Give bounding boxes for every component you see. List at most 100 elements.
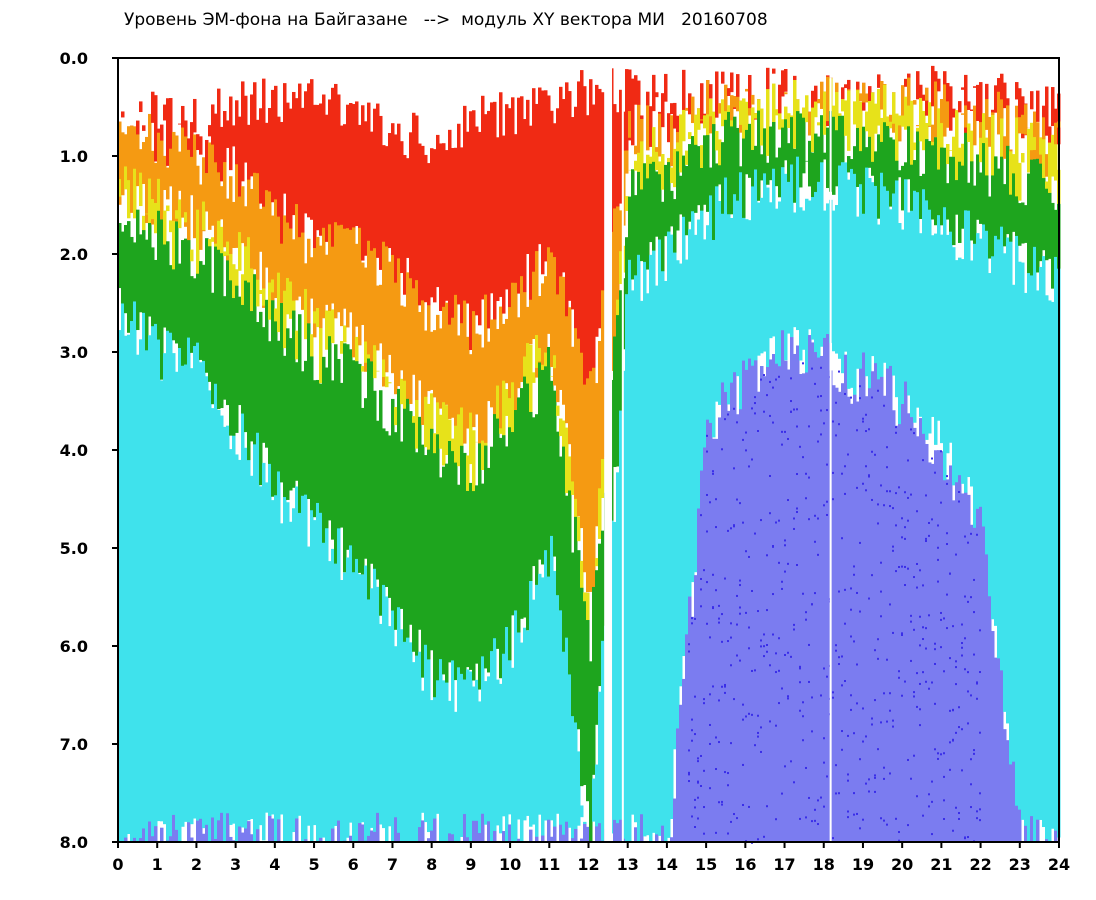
heatmap-cell [406, 272, 410, 416]
heatmap-speckle [937, 580, 939, 583]
heatmap-cell [322, 94, 326, 256]
heatmap-speckle [928, 614, 930, 617]
heatmap-speckle [712, 470, 714, 473]
heatmap-speckle [784, 539, 786, 542]
heatmap-cell [745, 88, 749, 92]
heatmap-cell [784, 119, 788, 161]
heatmap-cell [199, 184, 203, 250]
y-tick-label: 7.0 [60, 735, 88, 754]
heatmap-cell [154, 323, 158, 843]
heatmap-cell [625, 150, 629, 174]
heatmap-speckle [832, 837, 834, 840]
heatmap-cell [268, 191, 272, 316]
heatmap-speckle [883, 766, 885, 769]
heatmap-cell [655, 92, 659, 98]
heatmap-cell [286, 328, 290, 500]
heatmap-cell [148, 178, 152, 240]
heatmap-cell [925, 139, 929, 241]
heatmap-cell [892, 193, 896, 376]
heatmap-cell [688, 596, 692, 842]
heatmap-cell [220, 415, 224, 842]
heatmap-cell [934, 233, 938, 445]
heatmap-speckle [877, 657, 879, 660]
heatmap-cell [361, 824, 365, 842]
heatmap-cell [805, 95, 809, 123]
x-tick-label: 13 [617, 855, 639, 874]
heatmap-speckle [877, 389, 879, 392]
heatmap-speckle [751, 407, 753, 410]
heatmap-cell [508, 660, 512, 815]
heatmap-speckle [961, 654, 963, 657]
heatmap-cell [532, 88, 536, 284]
heatmap-cell [715, 438, 719, 842]
heatmap-speckle [832, 471, 834, 474]
heatmap-cell [565, 316, 569, 424]
heatmap-cell [1021, 153, 1025, 163]
heatmap-cell [736, 74, 740, 105]
heatmap-cell [175, 221, 179, 344]
heatmap-cell [562, 276, 566, 405]
heatmap-cell [295, 362, 299, 481]
heatmap-cell [289, 281, 293, 319]
heatmap-speckle [775, 652, 777, 655]
heatmap-speckle [967, 722, 969, 725]
heatmap-cell [778, 147, 782, 198]
heatmap-cell [163, 244, 167, 328]
x-tick-label: 21 [930, 855, 952, 874]
heatmap-cell [724, 119, 728, 190]
heatmap-cell [826, 127, 830, 189]
heatmap-cell [643, 163, 647, 293]
heatmap-speckle [889, 692, 891, 695]
heatmap-cell [292, 91, 296, 216]
heatmap-speckle [736, 498, 738, 501]
heatmap-cell [580, 560, 584, 594]
heatmap-speckle [979, 808, 981, 811]
heatmap-cell [328, 561, 332, 842]
heatmap-cell [451, 660, 455, 842]
heatmap-cell [556, 595, 560, 814]
heatmap-cell [316, 502, 320, 842]
heatmap-cell [991, 175, 995, 279]
heatmap-cell [145, 350, 149, 842]
heatmap-speckle [901, 565, 903, 568]
heatmap-cell [565, 821, 569, 842]
heatmap-cell [799, 374, 803, 842]
heatmap-cell [319, 328, 323, 384]
heatmap-cell [661, 271, 665, 843]
heatmap-cell [712, 239, 716, 438]
heatmap-cell [853, 394, 857, 842]
heatmap-cell [640, 118, 644, 157]
heatmap-cell [958, 161, 962, 243]
heatmap-cell [529, 411, 533, 590]
heatmap-cell [142, 828, 146, 842]
heatmap-cell [904, 381, 908, 842]
heatmap-cell [553, 123, 557, 281]
heatmap-cell [952, 500, 956, 842]
heatmap-speckle [814, 819, 816, 822]
heatmap-cell [862, 82, 866, 103]
heatmap-cell [298, 83, 302, 243]
x-tick-label: 22 [969, 855, 991, 874]
heatmap-cell [313, 248, 317, 338]
heatmap-cell [508, 398, 512, 452]
heatmap-speckle [808, 518, 810, 521]
heatmap-speckle [934, 471, 936, 474]
heatmap-speckle [748, 712, 750, 715]
heatmap-cell [814, 101, 818, 118]
heatmap-cell [271, 300, 275, 497]
heatmap-cell [784, 69, 788, 92]
heatmap-speckle [865, 465, 867, 468]
heatmap-speckle [856, 663, 858, 666]
heatmap-speckle [958, 726, 960, 729]
heatmap-speckle [691, 622, 693, 625]
heatmap-cell [391, 254, 395, 374]
heatmap-speckle [910, 614, 912, 617]
heatmap-cell [175, 829, 179, 842]
heatmap-cell [532, 271, 536, 340]
heatmap-cell [661, 93, 665, 128]
heatmap-speckle [742, 718, 744, 721]
heatmap-speckle [946, 475, 948, 478]
heatmap-cell [358, 227, 362, 346]
heatmap-cell [451, 317, 455, 418]
heatmap-cell [718, 201, 722, 405]
